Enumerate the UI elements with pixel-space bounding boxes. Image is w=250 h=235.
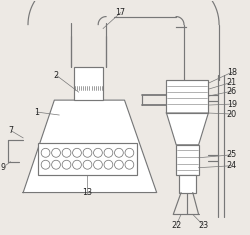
Circle shape	[94, 160, 102, 169]
Circle shape	[83, 148, 92, 157]
Text: 13: 13	[82, 188, 92, 197]
Circle shape	[41, 160, 50, 169]
Text: 24: 24	[227, 161, 237, 170]
Text: 25: 25	[227, 150, 237, 159]
Text: 2: 2	[54, 71, 59, 80]
Text: 18: 18	[227, 68, 237, 77]
Text: 17: 17	[116, 8, 126, 17]
Text: 22: 22	[171, 221, 181, 230]
Circle shape	[52, 160, 60, 169]
Circle shape	[94, 148, 102, 157]
Circle shape	[62, 148, 71, 157]
Circle shape	[41, 148, 50, 157]
Circle shape	[62, 160, 71, 169]
Circle shape	[52, 148, 60, 157]
Text: 23: 23	[198, 221, 208, 230]
Circle shape	[114, 148, 123, 157]
Circle shape	[104, 148, 113, 157]
Circle shape	[83, 160, 92, 169]
Bar	[179, 175, 196, 192]
Polygon shape	[23, 100, 157, 192]
Text: 1: 1	[34, 108, 39, 117]
Text: 9: 9	[0, 163, 5, 172]
Circle shape	[72, 148, 82, 157]
Bar	[166, 80, 208, 113]
Circle shape	[72, 160, 82, 169]
Bar	[176, 145, 199, 175]
Text: 7: 7	[9, 126, 14, 135]
Polygon shape	[166, 113, 208, 145]
Circle shape	[104, 160, 113, 169]
Text: 21: 21	[227, 78, 237, 87]
Circle shape	[125, 160, 134, 169]
Circle shape	[114, 160, 123, 169]
Bar	[38, 143, 137, 175]
Text: 19: 19	[227, 100, 237, 109]
Text: 26: 26	[227, 87, 237, 96]
Circle shape	[125, 148, 134, 157]
Bar	[74, 67, 103, 100]
Text: 20: 20	[227, 110, 237, 118]
